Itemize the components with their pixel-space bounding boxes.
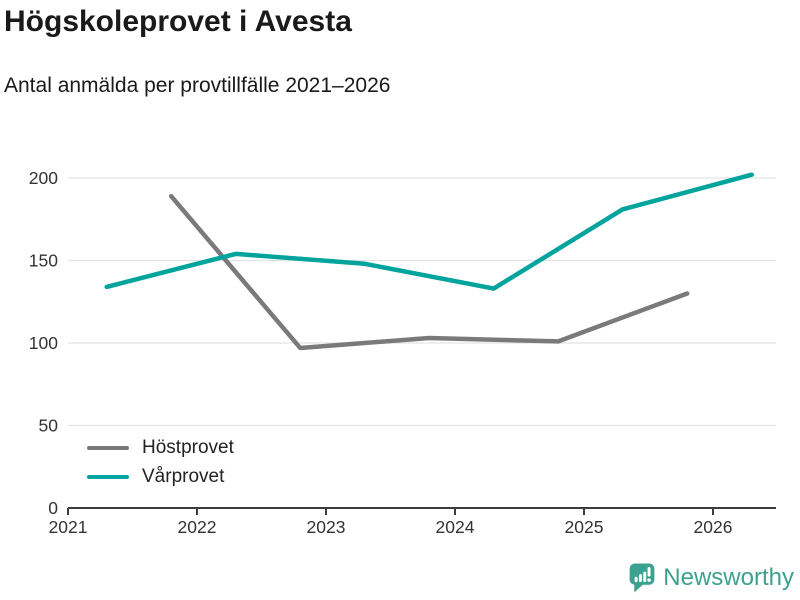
newsworthy-icon bbox=[629, 563, 655, 593]
chart-subtitle: Antal anmälda per provtillfälle 2021–202… bbox=[4, 74, 391, 97]
series-line-höstprovet bbox=[168, 193, 690, 351]
newsworthy-wordmark: Newsworthy bbox=[663, 564, 794, 591]
x-tick-label: 2026 bbox=[694, 517, 733, 537]
legend-swatch-varprovet bbox=[87, 475, 129, 479]
y-tick-label: 50 bbox=[39, 415, 59, 435]
y-tick-label: 0 bbox=[48, 498, 58, 518]
series-line-vårprovet bbox=[104, 172, 754, 291]
chart-title: Högskoleprovet i Avesta bbox=[4, 5, 352, 38]
legend-item-hostprovet: Höstprovet bbox=[87, 438, 234, 458]
newsworthy-logo[interactable]: Newsworthy bbox=[628, 562, 794, 594]
legend-swatch-hostprovet bbox=[87, 446, 129, 450]
legend-item-varprovet: Vårprovet bbox=[87, 467, 234, 487]
x-tick-label: 2021 bbox=[49, 517, 88, 537]
y-tick-label: 200 bbox=[29, 168, 58, 188]
legend-label-hostprovet: Höstprovet bbox=[142, 437, 234, 458]
x-tick-label: 2023 bbox=[307, 517, 346, 537]
legend: Höstprovet Vårprovet bbox=[87, 438, 234, 487]
legend-label-varprovet: Vårprovet bbox=[142, 466, 225, 487]
y-tick-label: 100 bbox=[29, 333, 58, 353]
x-tick-label: 2025 bbox=[565, 517, 604, 537]
y-tick-label: 150 bbox=[29, 250, 58, 270]
x-tick-label: 2022 bbox=[178, 517, 217, 537]
x-tick-label: 2024 bbox=[436, 517, 475, 537]
